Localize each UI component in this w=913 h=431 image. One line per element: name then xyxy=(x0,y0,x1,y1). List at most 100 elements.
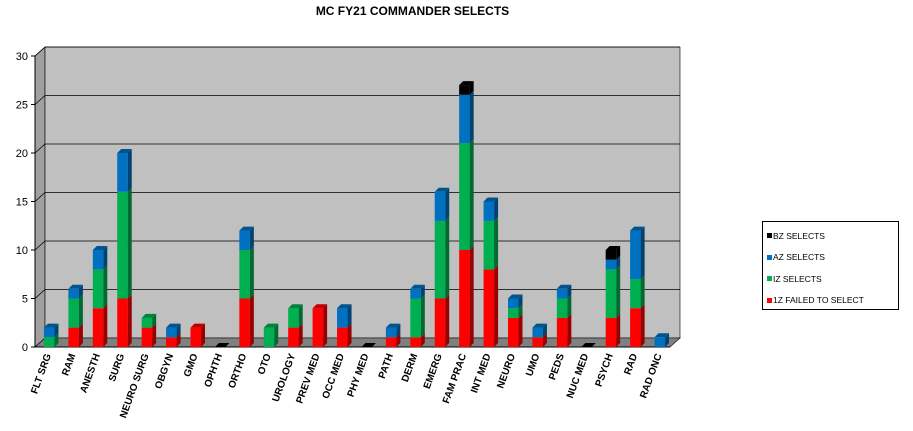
bar-side-az-selects xyxy=(103,246,108,270)
bar-segment-1z-failed-to-select xyxy=(483,269,495,347)
bar-segment-iz-selects xyxy=(141,317,153,328)
y-tick-label: 5 xyxy=(22,294,28,306)
bar-top-az-selects xyxy=(43,323,59,328)
x-tick-label: EMERG xyxy=(422,352,445,390)
bar-segment-1z-failed-to-select xyxy=(166,337,177,347)
bar-zero-marker xyxy=(361,343,376,347)
x-tick-label: UROLOGY xyxy=(271,352,299,404)
bar-segment-az-selects xyxy=(508,298,519,309)
x-tick-label: UMO xyxy=(524,352,542,378)
bar-segment-az-selects xyxy=(117,153,128,192)
bar-zero-marker xyxy=(214,343,230,347)
y-tick-label: 20 xyxy=(16,148,28,160)
bar-segment-1z-failed-to-select xyxy=(605,317,617,347)
legend-item: 1Z FAILED TO SELECT xyxy=(767,290,898,312)
legend-item: AZ SELECTS xyxy=(767,247,898,269)
bar-side-1z-failed-to-select xyxy=(103,304,108,347)
x-tick-label: GMO xyxy=(182,352,201,378)
gridline-depth xyxy=(34,95,46,105)
bar-segment-iz-selects xyxy=(556,298,568,318)
bar-side-az-selects xyxy=(420,284,425,299)
bar-side-az-selects xyxy=(469,90,474,144)
bar-side-1z-failed-to-select xyxy=(152,323,157,347)
bar-side-iz-selects xyxy=(54,333,59,347)
bar-side-1z-failed-to-select xyxy=(323,304,328,347)
bar-side-iz-selects xyxy=(567,294,572,318)
legend-swatch xyxy=(767,233,772,239)
x-tick-label: PEDS xyxy=(547,352,567,382)
bar-segment-az-selects xyxy=(605,259,617,270)
bar-segment-az-selects xyxy=(532,327,543,338)
x-tick-label: FLT SRG xyxy=(29,352,54,395)
bar-segment-1z-failed-to-select xyxy=(337,327,348,347)
x-tick-label: PREV MED xyxy=(294,352,322,405)
bar-segment-az-selects xyxy=(459,94,470,144)
bar-top-az-selects xyxy=(68,284,83,289)
bar-segment-1z-failed-to-select xyxy=(532,337,543,347)
bar-side-1z-failed-to-select xyxy=(78,323,83,347)
bar-top-az-selects xyxy=(630,226,645,231)
bar-side-1z-failed-to-select xyxy=(249,294,254,347)
x-tick-label: PSYCH xyxy=(594,352,616,388)
bar-side-iz-selects xyxy=(78,294,83,328)
bar-side-az-selects xyxy=(640,226,645,280)
bar-segment-iz-selects xyxy=(263,327,275,347)
bar-side-1z-failed-to-select xyxy=(396,333,401,347)
x-tick-label: ORTHO xyxy=(227,352,250,390)
bar-side-az-selects xyxy=(396,323,401,338)
bar-side-iz-selects xyxy=(445,216,450,299)
bar-top-az-selects xyxy=(117,149,132,153)
legend-item: IZ SELECTS xyxy=(767,268,898,290)
legend-item: BZ SELECTS xyxy=(767,225,898,247)
bar-top-iz-selects xyxy=(263,323,279,328)
bar-side-1z-failed-to-select xyxy=(420,333,425,347)
bar-side-1z-failed-to-select xyxy=(640,304,645,347)
bar-segment-az-selects xyxy=(337,308,348,328)
bar-side-iz-selects xyxy=(640,275,645,309)
bar-segment-1z-failed-to-select xyxy=(410,337,421,347)
bar-top-bz-selects xyxy=(459,81,474,86)
y-tick-label: 0 xyxy=(22,342,28,354)
y-tick-label: 10 xyxy=(16,245,28,257)
y-tick-label: 15 xyxy=(16,197,28,209)
bar-segment-1z-failed-to-select xyxy=(68,327,79,347)
bar-segment-az-selects xyxy=(654,337,666,347)
bar-side-az-selects xyxy=(54,323,59,338)
bar-segment-az-selects xyxy=(68,288,79,299)
bar-segment-1z-failed-to-select xyxy=(434,298,446,347)
x-tick-label: OTO xyxy=(256,352,274,376)
bar-segment-iz-selects xyxy=(630,279,641,309)
bar-side-az-selects xyxy=(542,323,547,338)
x-tick-label: PHY MED xyxy=(346,352,372,398)
bar-side-1z-failed-to-select xyxy=(567,313,572,347)
bar-segment-1z-failed-to-select xyxy=(190,327,201,347)
legend-label: 1Z FAILED TO SELECT xyxy=(773,295,864,306)
bar-segment-iz-selects xyxy=(68,298,79,328)
bar-segment-az-selects xyxy=(630,230,641,280)
bar-segment-az-selects xyxy=(43,327,55,338)
bar-segment-1z-failed-to-select xyxy=(556,317,568,347)
bar-side-iz-selects xyxy=(274,323,279,347)
bar-segment-az-selects xyxy=(239,230,250,250)
legend-swatch xyxy=(767,276,772,282)
bar-side-1z-failed-to-select xyxy=(298,323,303,347)
x-tick-label: RAD xyxy=(622,352,640,376)
y-tick-label: 30 xyxy=(16,51,28,63)
bar-segment-iz-selects xyxy=(434,220,446,299)
bar-segment-1z-failed-to-select xyxy=(508,317,519,347)
bar-side-iz-selects xyxy=(518,304,523,318)
gridline-depth xyxy=(34,289,46,299)
bar-top-az-selects xyxy=(166,323,181,328)
bar-side-1z-failed-to-select xyxy=(469,246,474,347)
bar-side-iz-selects xyxy=(298,304,303,328)
x-tick-label: FAM PRAC xyxy=(441,352,469,405)
bar-side-iz-selects xyxy=(616,265,621,318)
bar-top-bz-selects xyxy=(605,246,621,250)
gridline-depth xyxy=(34,240,46,251)
bar-side-az-selects xyxy=(445,187,450,221)
bar-side-bz-selects xyxy=(469,81,474,95)
chart-legend: BZ SELECTS AZ SELECTS IZ SELECTS 1Z FAILED … xyxy=(762,221,899,310)
bar-side-az-selects xyxy=(78,284,83,299)
bar-side-1z-failed-to-select xyxy=(445,294,450,347)
